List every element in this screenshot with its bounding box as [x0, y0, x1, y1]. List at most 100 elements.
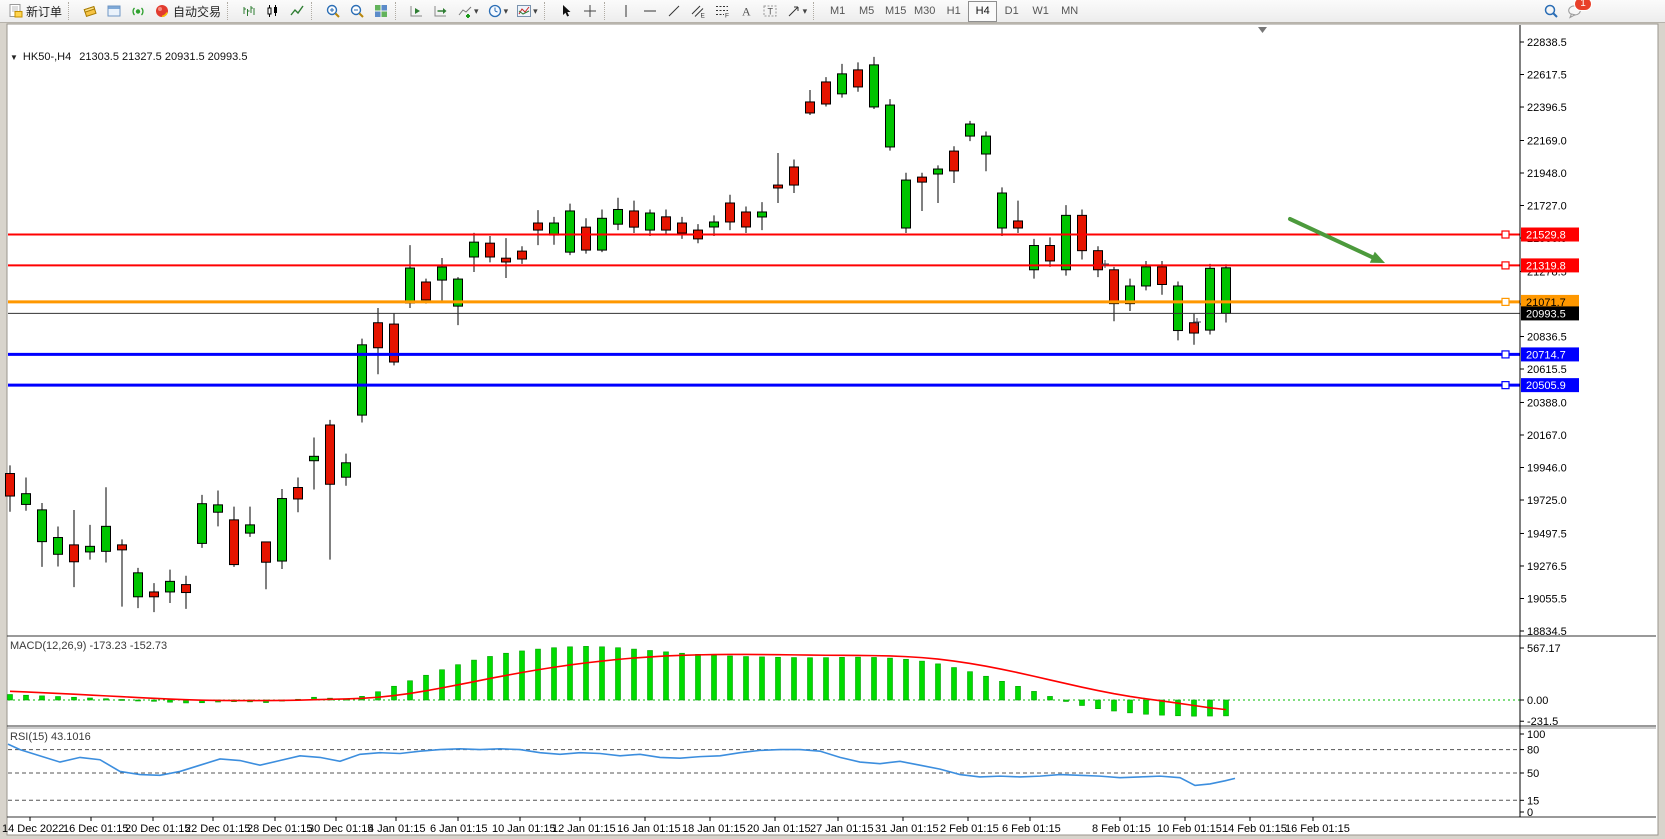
equidistant-channel-button[interactable]: E	[686, 0, 710, 22]
arrows-button[interactable]: ▾	[782, 0, 812, 22]
candle-body[interactable]	[837, 73, 847, 95]
horizontal-line-button[interactable]	[638, 0, 662, 22]
candle-body[interactable]	[181, 584, 191, 594]
tile-windows-button[interactable]	[369, 0, 393, 22]
candle-body[interactable]	[149, 591, 159, 598]
candle-body[interactable]	[805, 101, 815, 114]
bar-chart-mode-button[interactable]	[237, 0, 261, 22]
timeframe-button-w1[interactable]: W1	[1032, 4, 1049, 17]
timeframe-button-m5[interactable]: M5	[859, 4, 875, 17]
terminal-window-button[interactable]	[102, 0, 126, 22]
candle-body[interactable]	[645, 212, 655, 231]
candle-body[interactable]	[885, 104, 895, 148]
candle-body[interactable]	[741, 211, 751, 228]
timeframe-button-m1[interactable]: M1	[830, 4, 846, 17]
trendline-button[interactable]	[662, 0, 686, 22]
timeframe-button-h1[interactable]: H1	[946, 4, 961, 17]
cross-marker[interactable]	[1193, 318, 1201, 326]
candle-body[interactable]	[949, 150, 959, 172]
candle-body[interactable]	[725, 202, 735, 223]
candle-body[interactable]	[997, 192, 1007, 229]
autotrade-button[interactable]: 自动交易	[150, 0, 225, 22]
candle-body[interactable]	[1205, 267, 1215, 331]
trend-arrow-annotation[interactable]	[1288, 217, 1376, 260]
vertical-line-button[interactable]	[614, 0, 638, 22]
candle-body[interactable]	[1029, 245, 1039, 271]
candle-body[interactable]	[229, 519, 239, 566]
timeframe-button-mn[interactable]: MN	[1061, 4, 1079, 17]
candle-body[interactable]	[677, 222, 687, 234]
candle-body[interactable]	[613, 208, 623, 225]
candle-body[interactable]	[485, 242, 495, 258]
line-handle[interactable]	[1501, 381, 1510, 390]
line-handle[interactable]	[1501, 261, 1510, 270]
candle-body[interactable]	[533, 222, 543, 231]
cursor-button[interactable]	[554, 0, 578, 22]
candle-body[interactable]	[357, 344, 367, 416]
candle-body[interactable]	[789, 166, 799, 186]
candle-body[interactable]	[853, 69, 863, 88]
line-chart-mode-button[interactable]	[285, 0, 309, 22]
dropdown-arrow-icon[interactable]: ▾	[503, 5, 509, 16]
chart-canvas[interactable]: 22838.5 22617.5 22396.5 22169.0 21948.0 21727…	[0, 23, 1665, 839]
line-handle[interactable]	[1501, 297, 1510, 307]
candle-body[interactable]	[565, 210, 575, 253]
candle-body[interactable]	[501, 257, 511, 263]
line-handle[interactable]	[1501, 230, 1510, 239]
dropdown-arrow-icon[interactable]: ▾	[474, 5, 479, 16]
chart-screenshot-button[interactable]	[78, 0, 102, 22]
auto-scroll-button[interactable]	[405, 0, 429, 22]
candle-body[interactable]	[453, 278, 463, 307]
candle-body[interactable]	[117, 544, 127, 551]
candle-body[interactable]	[133, 572, 143, 598]
candle-body[interactable]	[325, 424, 335, 485]
candle-body[interactable]	[709, 221, 719, 228]
candle-body[interactable]	[293, 487, 303, 500]
new-order-button[interactable]: 新订单	[3, 0, 66, 22]
candle-body[interactable]	[757, 211, 767, 218]
candle-body[interactable]	[1093, 250, 1103, 271]
zoom-in-button[interactable]	[321, 0, 345, 22]
chart-collapse-icon[interactable]: ▼	[10, 52, 18, 62]
candle-body[interactable]	[517, 250, 527, 260]
candle-body[interactable]	[245, 524, 255, 534]
candle-body[interactable]	[661, 216, 671, 231]
candle-body[interactable]	[421, 281, 431, 301]
candle-body[interactable]	[933, 168, 943, 175]
timeframe-button-h4[interactable]: H4	[968, 0, 998, 22]
candle-body[interactable]	[1125, 285, 1135, 305]
candle-body[interactable]	[373, 322, 383, 349]
candle-body[interactable]	[37, 509, 47, 543]
candle-body[interactable]	[917, 176, 927, 183]
candle-body[interactable]	[1157, 266, 1167, 285]
chart-shift-marker[interactable]	[1258, 27, 1267, 33]
timeframe-button-d1[interactable]: D1	[1004, 4, 1019, 17]
candle-body[interactable]	[5, 473, 15, 497]
candlestick-mode-button[interactable]	[261, 0, 285, 22]
dropdown-arrow-icon[interactable]: ▾	[533, 5, 538, 16]
candle-body[interactable]	[901, 179, 911, 229]
candle-body[interactable]	[469, 241, 479, 258]
candle-body[interactable]	[1045, 245, 1055, 262]
line-handle[interactable]	[1501, 350, 1510, 359]
text-button[interactable]: A	[734, 0, 758, 22]
crosshair-button[interactable]	[578, 0, 602, 22]
candle-body[interactable]	[821, 81, 831, 105]
candle-body[interactable]	[1109, 269, 1119, 305]
candle-body[interactable]	[965, 123, 975, 137]
text-label-button[interactable]: T	[758, 0, 782, 22]
signal-button[interactable]	[126, 0, 150, 22]
candle-body[interactable]	[213, 504, 223, 513]
zoom-out-button[interactable]	[345, 0, 369, 22]
candle-body[interactable]	[773, 184, 783, 189]
level-lines-layer[interactable]	[8, 230, 1520, 390]
candle-body[interactable]	[309, 455, 319, 462]
candle-body[interactable]	[165, 580, 175, 593]
candle-body[interactable]	[1061, 214, 1071, 271]
candle-body[interactable]	[85, 545, 95, 553]
candle-body[interactable]	[389, 323, 399, 363]
candle-body[interactable]	[437, 266, 447, 281]
candle-body[interactable]	[21, 493, 31, 505]
candle-body[interactable]	[69, 544, 79, 563]
candle-body[interactable]	[53, 537, 63, 555]
